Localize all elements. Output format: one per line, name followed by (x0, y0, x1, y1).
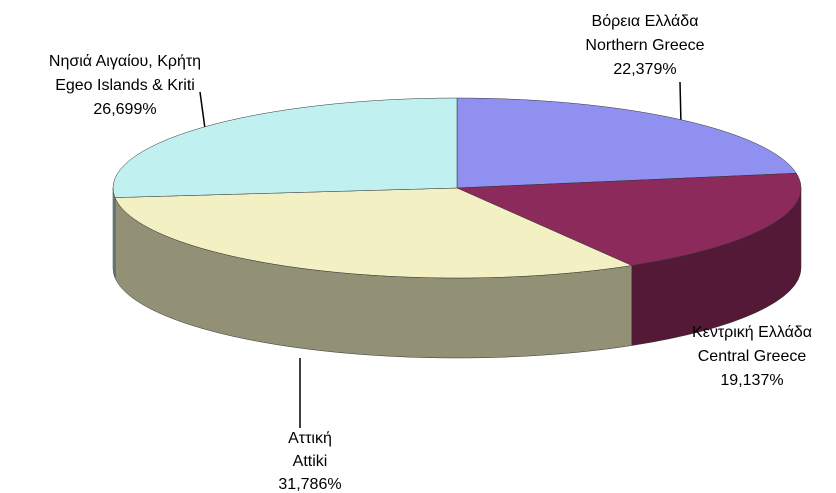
label-english: Egeo Islands & Kriti (55, 77, 195, 94)
slice-side (112, 187, 116, 278)
slice (112, 97, 458, 198)
slice (456, 97, 797, 189)
label-greek: Νησιά Αιγαίου, Κρήτη (49, 53, 201, 70)
slice (456, 172, 802, 266)
data-label: Κεντρική Ελλάδα Central Greece 19,137% (692, 324, 812, 389)
data-label: Νησιά Αιγαίου, Κρήτη Egeo Islands & Krit… (49, 53, 201, 118)
label-greek: Κεντρική Ελλάδα (692, 324, 812, 341)
label-value: 22,379% (613, 61, 676, 78)
slice (114, 187, 633, 279)
label-greek: Βόρεια Ελλάδα (592, 13, 699, 30)
label-value: 26,699% (93, 101, 156, 118)
label-greek: Αττική (288, 430, 332, 447)
pie (112, 97, 802, 359)
leader-line (679, 81, 682, 126)
label-value: 31,786% (278, 476, 341, 493)
label-english: Central Greece (698, 348, 807, 365)
label-english: Northern Greece (585, 37, 704, 54)
label-english: Attiki (293, 453, 328, 470)
data-label: Βόρεια Ελλάδα Northern Greece 22,379% (585, 13, 704, 78)
data-label: Αττική Attiki 31,786% (278, 430, 341, 493)
label-value: 19,137% (720, 372, 783, 389)
